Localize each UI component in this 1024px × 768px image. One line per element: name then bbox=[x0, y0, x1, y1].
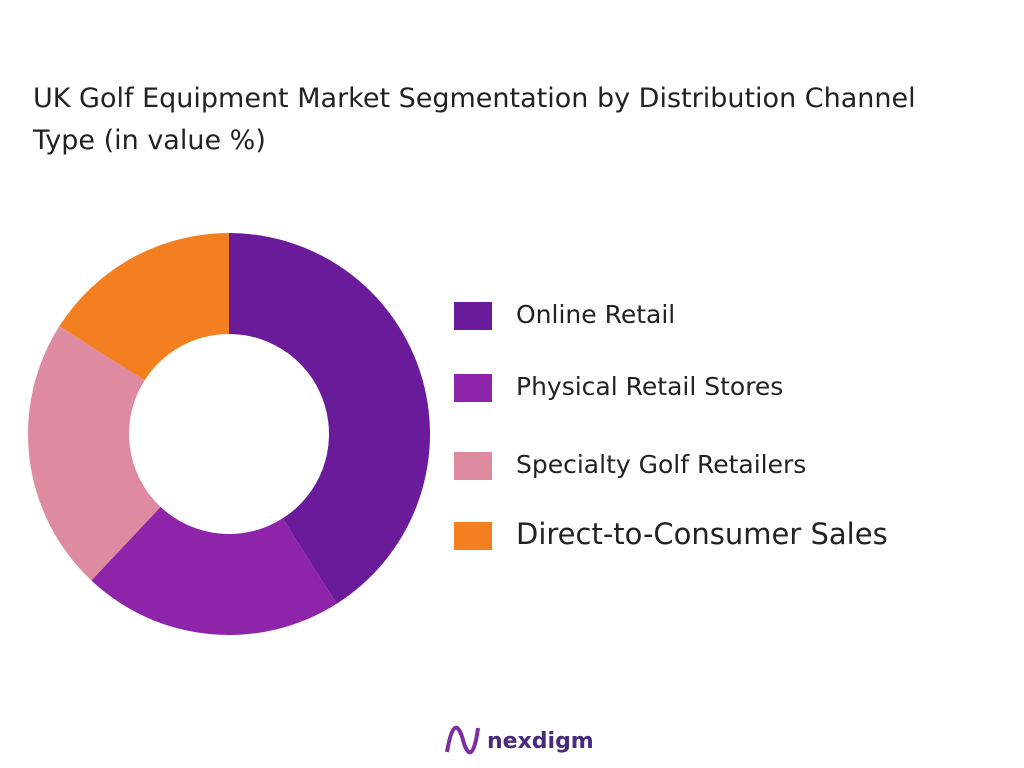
brand-logo: nexdigm bbox=[445, 725, 594, 755]
donut-slice bbox=[229, 233, 430, 604]
legend-label: Specialty Golf Retailers bbox=[516, 450, 806, 479]
donut-slice bbox=[27, 326, 161, 581]
legend-swatch bbox=[454, 374, 492, 402]
donut-slice bbox=[91, 506, 337, 635]
legend-label: Physical Retail Stores bbox=[516, 372, 783, 401]
legend-swatch bbox=[454, 452, 492, 480]
legend-swatch bbox=[454, 302, 492, 330]
donut-slice bbox=[59, 233, 230, 381]
chart-title: UK Golf Equipment Market Segmentation by… bbox=[33, 83, 916, 156]
legend-swatch bbox=[454, 522, 492, 550]
legend-label: Direct-to-Consumer Sales bbox=[516, 517, 888, 551]
brand-text: nexdigm bbox=[487, 729, 594, 754]
legend-label: Online Retail bbox=[516, 300, 675, 329]
brand-icon bbox=[445, 725, 480, 755]
